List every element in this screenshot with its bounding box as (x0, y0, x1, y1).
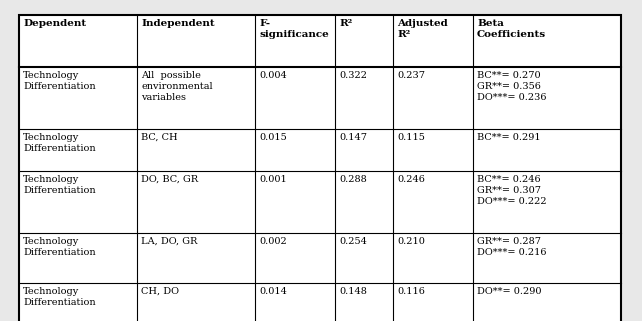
Text: 0.002: 0.002 (259, 237, 287, 246)
Text: BC, CH: BC, CH (141, 133, 178, 142)
Text: 0.115: 0.115 (397, 133, 425, 142)
Text: 0.322: 0.322 (339, 71, 367, 80)
Text: 0.116: 0.116 (397, 287, 425, 296)
Text: Technology
Differentiation: Technology Differentiation (23, 237, 96, 257)
Text: 0.237: 0.237 (397, 71, 425, 80)
Text: GR**= 0.287
DO***= 0.216: GR**= 0.287 DO***= 0.216 (477, 237, 546, 257)
Text: Technology
Differentiation: Technology Differentiation (23, 71, 96, 91)
Text: All  possible
environmental
variables: All possible environmental variables (141, 71, 213, 102)
Text: BC**= 0.246
GR**= 0.307
DO***= 0.222: BC**= 0.246 GR**= 0.307 DO***= 0.222 (477, 175, 546, 206)
Text: Beta
Coefficients: Beta Coefficients (477, 19, 546, 39)
Text: R²: R² (339, 19, 352, 28)
Text: 0.147: 0.147 (339, 133, 367, 142)
Text: 0.001: 0.001 (259, 175, 287, 184)
Text: CH, DO: CH, DO (141, 287, 179, 296)
Text: Dependent: Dependent (23, 19, 86, 28)
Text: Technology
Differentiation: Technology Differentiation (23, 133, 96, 153)
Text: Independent: Independent (141, 19, 214, 28)
Text: 0.246: 0.246 (397, 175, 425, 184)
Text: BC**= 0.291: BC**= 0.291 (477, 133, 541, 142)
Text: 0.288: 0.288 (339, 175, 367, 184)
Text: DO, BC, GR: DO, BC, GR (141, 175, 198, 184)
Text: DO**= 0.290: DO**= 0.290 (477, 287, 541, 296)
Text: Technology
Differentiation: Technology Differentiation (23, 175, 96, 195)
Text: 0.148: 0.148 (339, 287, 367, 296)
Text: 0.254: 0.254 (339, 237, 367, 246)
Text: F-
significance: F- significance (259, 19, 329, 39)
Text: 0.004: 0.004 (259, 71, 287, 80)
Text: Adjusted
R²: Adjusted R² (397, 19, 447, 39)
Text: 0.015: 0.015 (259, 133, 287, 142)
Text: BC**= 0.270
GR**= 0.356
DO***= 0.236: BC**= 0.270 GR**= 0.356 DO***= 0.236 (477, 71, 546, 102)
Text: Technology
Differentiation: Technology Differentiation (23, 287, 96, 307)
Text: LA, DO, GR: LA, DO, GR (141, 237, 197, 246)
Text: 0.014: 0.014 (259, 287, 287, 296)
Text: 0.210: 0.210 (397, 237, 425, 246)
